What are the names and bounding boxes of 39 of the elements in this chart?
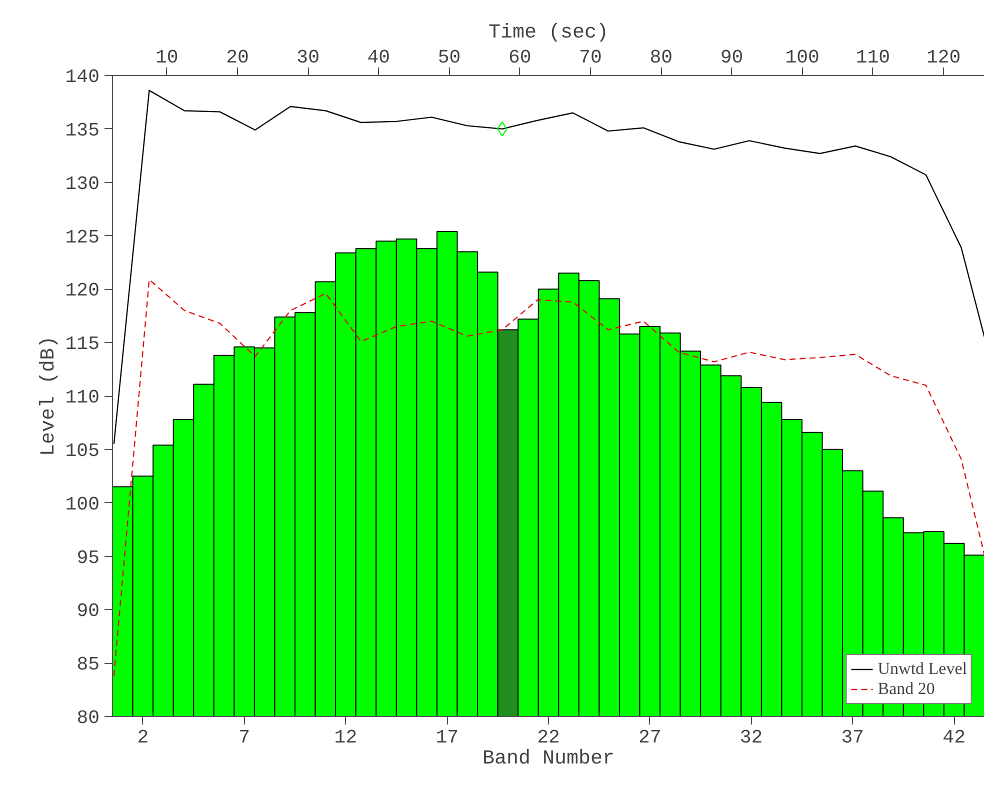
y-tick-label: 95: [76, 546, 100, 569]
x2-tick-label: 50: [438, 46, 461, 68]
legend-label: Band 20: [878, 679, 935, 699]
y-axis-title: Level (dB): [37, 336, 60, 456]
y-tick-label: 135: [65, 119, 100, 142]
y-tick-label: 90: [76, 600, 100, 622]
x-tick-label: 22: [537, 726, 560, 748]
y-tick-label: 120: [65, 280, 100, 302]
x2-tick-label: 70: [579, 46, 602, 68]
x-axis-title: Band Number: [482, 748, 615, 770]
y-tick-label: 80: [76, 707, 100, 729]
y-tick-label: 130: [65, 172, 100, 195]
x2-tick-label: 10: [155, 46, 178, 68]
y-tick-label: 125: [65, 226, 100, 248]
x2-tick-label: 100: [785, 46, 820, 68]
y-tick-label: 105: [65, 440, 100, 462]
y-tick-label: 110: [65, 386, 100, 408]
legend-label: Unwtd Level: [878, 659, 967, 679]
y-tick-label: 140: [65, 66, 100, 88]
y-tick-label: 115: [65, 333, 100, 356]
x2-tick-label: 80: [650, 46, 673, 68]
y-tick-label: 85: [76, 654, 100, 676]
x-tick-label: 2: [137, 726, 149, 748]
x2-tick-label: 120: [926, 46, 961, 68]
x2-tick-label: 60: [508, 46, 532, 68]
x2-tick-label: 40: [367, 46, 390, 68]
x-tick-label: 17: [436, 726, 459, 748]
x-tick-label: 27: [638, 726, 662, 748]
x-tick-label: 37: [841, 726, 864, 748]
x2-tick-label: 90: [720, 46, 744, 68]
x-tick-label: 12: [334, 726, 358, 748]
y-tick-label: 100: [65, 493, 100, 516]
x2-tick-label: 20: [226, 46, 249, 68]
x2-tick-label: 110: [856, 46, 890, 68]
x-tick-label: 42: [942, 726, 966, 748]
x2-axis-title: Time (sec): [488, 22, 609, 44]
x-tick-label: 7: [238, 726, 250, 748]
x-tick-label: 32: [740, 726, 763, 748]
x2-tick-label: 30: [296, 46, 320, 68]
